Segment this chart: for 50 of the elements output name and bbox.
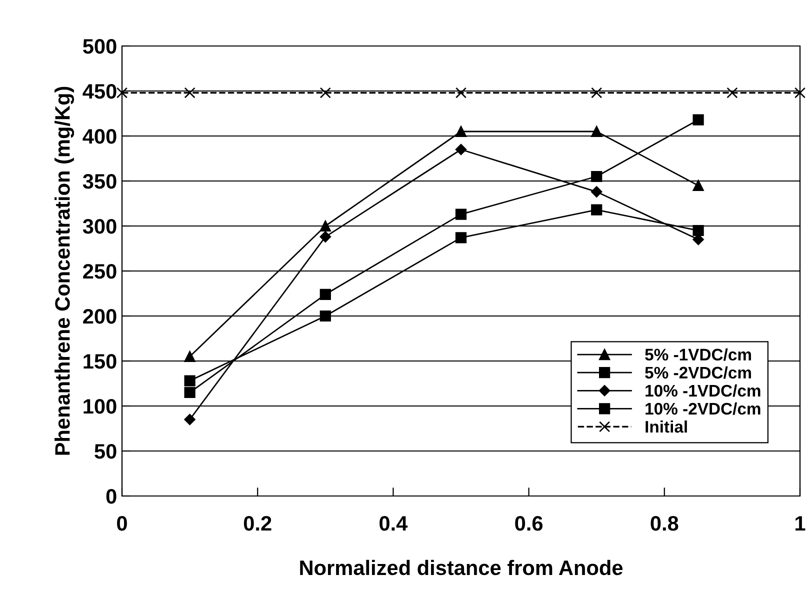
- point: [591, 170, 602, 182]
- y-tick-label: 50: [94, 444, 116, 459]
- y-tick-label: 0: [106, 489, 116, 504]
- point: [455, 208, 467, 220]
- point: [794, 87, 806, 98]
- point: [726, 87, 738, 98]
- legend-label: 10% -1VDC/cm: [646, 384, 760, 397]
- point: [320, 231, 332, 242]
- x-tick-label: 0.6: [515, 516, 543, 531]
- point: [692, 180, 704, 192]
- point: [184, 350, 196, 362]
- point: [320, 288, 331, 300]
- point: [692, 114, 704, 126]
- point: [455, 87, 467, 98]
- point: [590, 186, 602, 198]
- point: [116, 87, 128, 98]
- point: [455, 144, 467, 156]
- y-tick-label: 300: [82, 219, 116, 234]
- y-tick-label: 200: [83, 309, 116, 324]
- point: [320, 87, 331, 98]
- point: [591, 87, 602, 98]
- x-tick-label: 1: [796, 516, 806, 531]
- y-tick-label: 500: [83, 39, 116, 54]
- y-tick-label: 150: [84, 354, 116, 369]
- point: [184, 386, 196, 398]
- y-tick-label: 250: [83, 264, 116, 279]
- y-tick-label: 450: [82, 84, 116, 99]
- y-tick-label: 350: [82, 174, 116, 189]
- x-tick-label: 0.4: [380, 516, 408, 531]
- legend-label: Initial: [646, 420, 687, 433]
- y-axis-title: Phenanthrene Concentration (mg/Kg): [54, 86, 74, 455]
- point: [455, 126, 467, 138]
- point: [184, 375, 196, 386]
- point: [320, 220, 331, 232]
- point: [455, 232, 467, 244]
- y-tick-label: 100: [84, 399, 116, 414]
- x-tick-label: 0.8: [650, 516, 678, 531]
- point: [184, 414, 196, 426]
- point: [320, 310, 331, 322]
- legend-label: 5% -1VDC/cm: [645, 348, 751, 361]
- point: [591, 126, 602, 138]
- legend-label: 5% -2VDC/cm: [645, 366, 751, 379]
- legend-label: 10% -2VDC/cm: [646, 402, 760, 415]
- x-tick-label: 0.2: [244, 516, 272, 531]
- point: [692, 224, 704, 236]
- x-tick-label: 0: [117, 516, 127, 531]
- point: [184, 87, 196, 98]
- x-axis-title: Normalized distance from Anode: [300, 560, 623, 576]
- y-tick-label: 400: [82, 129, 116, 144]
- point: [591, 204, 602, 216]
